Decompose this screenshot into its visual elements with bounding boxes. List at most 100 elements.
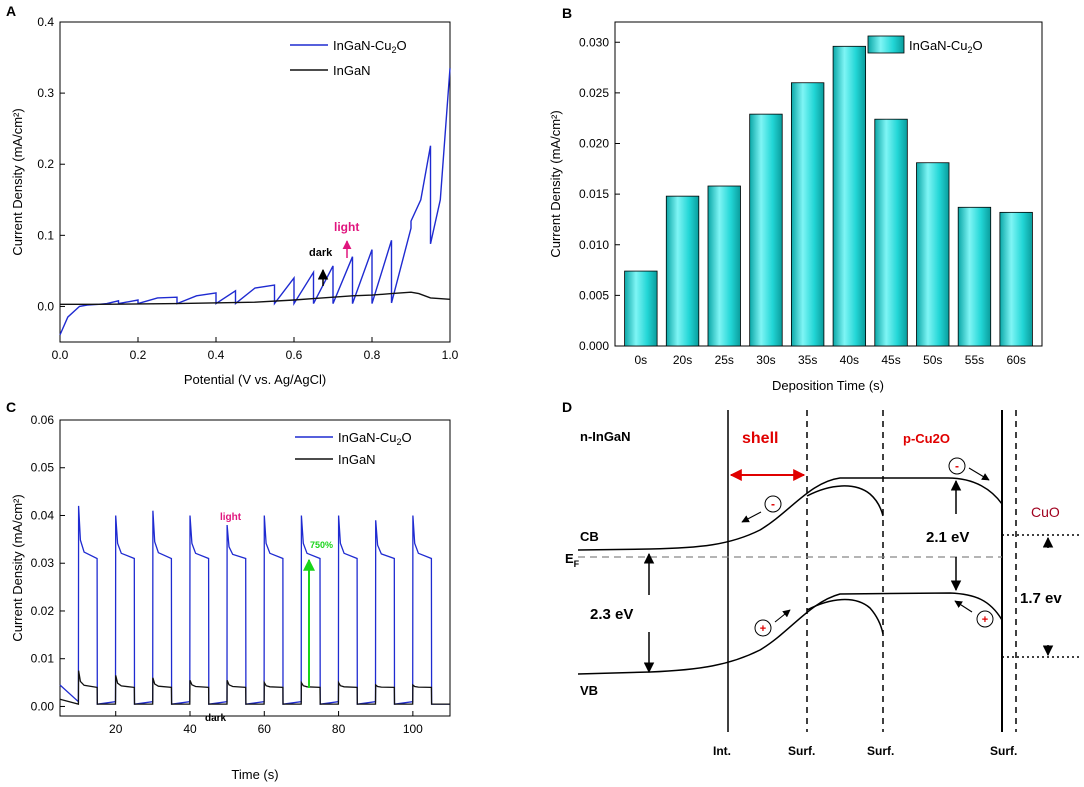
panel-c-gain-label: 750% — [310, 540, 333, 550]
hole-cu2o — [976, 610, 994, 628]
label-gap-cu2o: 2.1 eV — [926, 529, 969, 546]
label-n-ingan: n-InGaN — [580, 429, 631, 444]
panel-c-ytick-label: 0.05 — [31, 461, 55, 475]
panel-b-bar — [749, 113, 783, 347]
label-gap-cuo: 1.7 ev — [1020, 590, 1062, 607]
label-gap-ingan: 2.3 eV — [590, 606, 633, 623]
panel-b-xtick-label: 25s — [715, 353, 734, 367]
valence-band — [577, 592, 1003, 675]
panel-a-frame — [59, 21, 451, 343]
panel-b-ytick-label: 0.015 — [579, 187, 609, 201]
panel-b-bar — [832, 45, 867, 347]
panel-b-ylabel: Current Density (mA/cm²) — [548, 110, 563, 257]
panel-a-ticks: 0.0 0.2 0.4 0.6 0.8 1.0 0.0 0.1 0.2 0.3 0.4 — [37, 15, 458, 362]
panel-c-frame — [59, 419, 451, 717]
electron-cu2o-arrow — [968, 467, 990, 481]
panel-c-legend-label-1: InGaN-Cu2O — [338, 430, 412, 447]
electron-shell-arrow — [741, 511, 762, 523]
panel-b: 0.000 0.005 0.010 0.015 0.020 0.025 0.030 0s 20s… — [548, 21, 1043, 393]
panel-c-ytick-label: 0.00 — [31, 699, 55, 713]
panel-b-bar — [999, 211, 1033, 347]
panel-a-xtick-label: 0.8 — [364, 348, 381, 362]
panel-b-legend-swatch — [867, 35, 905, 54]
panel-c-xtick-label: 60 — [258, 722, 272, 736]
label-p-cu2o: p-Cu2O — [903, 431, 950, 446]
panel-c-xtick-label: 100 — [403, 722, 423, 736]
panel-c-ytick-label: 0.01 — [31, 652, 55, 666]
conduction-band — [577, 477, 1003, 551]
panel-b-xtick-label: 60s — [1006, 353, 1025, 367]
panel-b-ytick-label: 0.020 — [579, 137, 609, 151]
panel-a-series-ingan — [60, 291, 451, 305]
panel-b-bar — [790, 82, 825, 347]
panel-c-series — [59, 505, 450, 705]
panel-a-legend-label-1: InGaN-Cu2O — [333, 38, 407, 55]
panel-b-bar — [707, 185, 741, 347]
label-int: Int. — [713, 744, 731, 758]
panel-c-xtick-label: 40 — [183, 722, 197, 736]
panel-b-xtick-label: 35s — [798, 353, 817, 367]
panel-b-bar — [957, 206, 992, 347]
panel-c-dark-label: dark — [205, 713, 227, 724]
panel-a-xtick-label: 1.0 — [442, 348, 459, 362]
panel-b-xtick-label: 30s — [756, 353, 775, 367]
panel-c-ticks: 20 40 60 80 100 0.00 0.01 0.02 0.03 0.04 0.05 0.06 — [31, 413, 424, 736]
panel-c-ytick-label: 0.06 — [31, 413, 55, 427]
hole-shell — [754, 619, 772, 637]
panel-b-bars — [624, 45, 1033, 347]
panel-b-xtick-label: 50s — [923, 353, 942, 367]
panel-b-xlabel: Deposition Time (s) — [772, 378, 884, 393]
panel-b-bar — [874, 118, 908, 347]
electron-shell-sign: - — [771, 497, 775, 511]
conduction-band-shell-branch — [806, 485, 884, 517]
panel-a-ylabel: Current Density (mA/cm²) — [10, 108, 25, 255]
panel-c-ytick-label: 0.02 — [31, 604, 55, 618]
panel-c-legend-label-2: InGaN — [338, 452, 376, 467]
panel-a-ytick-label: 0.3 — [37, 86, 54, 100]
panel-a-dark-label: dark — [309, 247, 333, 259]
panel-b-ytick-label: 0.030 — [579, 35, 609, 49]
panel-c-ylabel: Current Density (mA/cm²) — [10, 494, 25, 641]
panel-a-xlabel: Potential (V vs. Ag/AgCl) — [184, 372, 326, 387]
panel-c-light-label: light — [220, 512, 242, 523]
panel-c: 20 40 60 80 1000.000.010.020.030.040.050.06 … — [10, 413, 451, 782]
panel-c-ytick-label: 0.04 — [31, 508, 55, 522]
panel-a-ytick-label: 0.2 — [37, 157, 54, 171]
panel-letter-b: B — [562, 5, 572, 21]
panel-b-bar — [916, 162, 950, 347]
hole-cu2o-arrow — [954, 600, 973, 613]
panel-b-frame — [614, 21, 1043, 347]
panel-letter-c: C — [6, 399, 16, 415]
panel-a-light-label: light — [334, 220, 359, 234]
label-shell: shell — [742, 430, 778, 447]
panel-a-xtick-label: 0.2 — [130, 348, 147, 362]
panel-a-xtick-label: 0.6 — [286, 348, 303, 362]
panel-b-xtick-label: 20s — [673, 353, 692, 367]
panel-a-ytick-label: 0.0 — [37, 299, 54, 313]
panel-b-ytick-label: 0.010 — [579, 238, 609, 252]
panel-c-series-ingan — [59, 670, 450, 705]
panel-letter-d: D — [562, 399, 572, 415]
panel-a-legend-label-2: InGaN — [333, 63, 371, 78]
panel-a: 0.0 0.2 0.4 0.6 0.8 1.0 0.0 0.1 0.2 0.3 0.4 Potent… — [10, 15, 459, 387]
electron-cu2o-sign: - — [955, 459, 959, 473]
panel-b-xtick-label: 0s — [635, 353, 648, 367]
label-cb: CB — [580, 529, 599, 544]
label-surf-shell: Surf. — [788, 744, 815, 758]
panel-d-labels: n-InGaN shell p-Cu2O CuO CB VB EF 2.3 eV… — [565, 429, 1062, 758]
panel-c-xtick-label: 20 — [109, 722, 123, 736]
panel-b-ticks: 0.000 0.005 0.010 0.015 0.020 0.025 0.030 0s 20s… — [579, 35, 1026, 367]
panel-b-ytick-label: 0.025 — [579, 86, 609, 100]
panel-d — [577, 410, 1080, 732]
panel-b-bar — [665, 195, 700, 347]
panel-a-series — [59, 68, 451, 336]
hole-shell-sign: + — [760, 623, 766, 635]
panel-a-xtick-label: 0.0 — [52, 348, 69, 362]
label-surf-cuo: Surf. — [990, 744, 1017, 758]
panel-c-xtick-label: 80 — [332, 722, 346, 736]
panel-b-xtick-label: 55s — [965, 353, 984, 367]
label-vb: VB — [580, 683, 598, 698]
panel-a-xtick-label: 0.4 — [208, 348, 225, 362]
valence-band-shell-branch — [806, 598, 884, 635]
